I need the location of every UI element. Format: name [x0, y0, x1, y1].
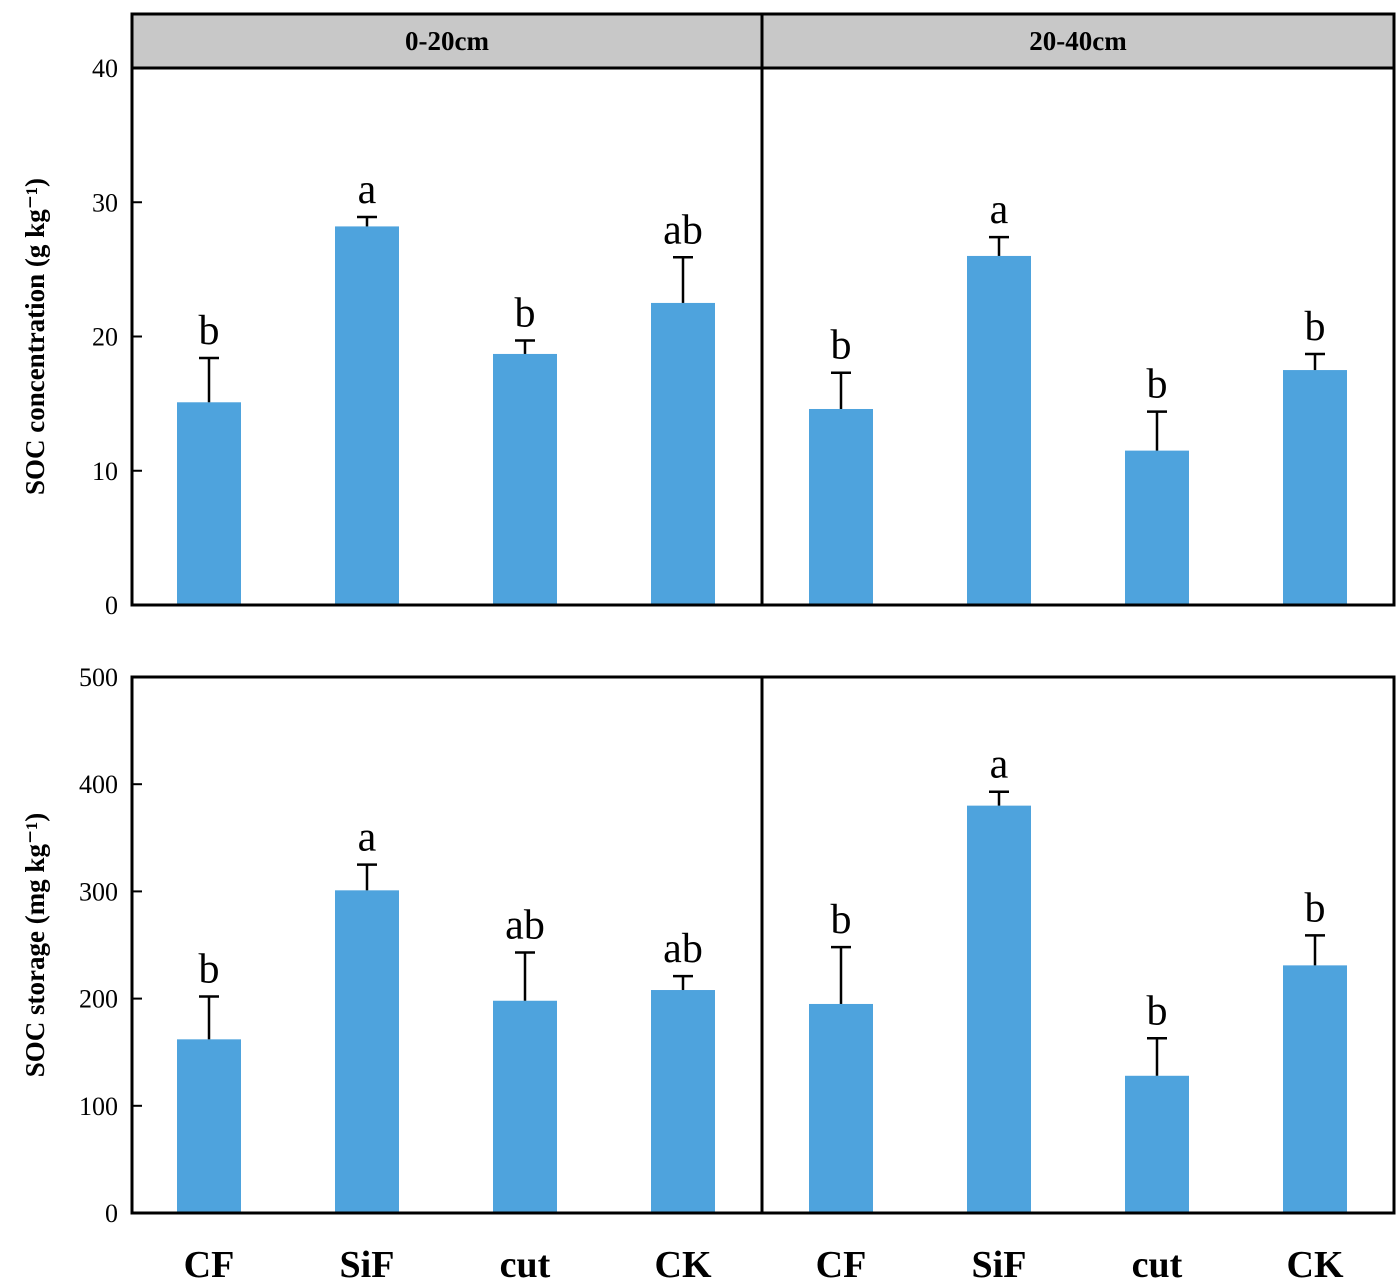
significance-letter: b — [1147, 988, 1168, 1034]
bar-20-40cm-cut — [1125, 1075, 1189, 1213]
x-tick-label-CK: CK — [655, 1244, 712, 1286]
bar-20-40cm-SiF — [967, 805, 1031, 1213]
significance-letter: ab — [663, 207, 703, 253]
significance-letter: b — [831, 323, 852, 369]
significance-letter: ab — [663, 926, 703, 972]
bar-0-20cm-SiF — [335, 226, 399, 606]
y-tick-label: 200 — [79, 985, 118, 1014]
y-axis-label: SOC storage (mg kg⁻¹) — [20, 813, 50, 1078]
significance-letter: b — [1305, 885, 1326, 931]
y-tick-label: 30 — [92, 188, 118, 217]
y-tick-label: 0 — [105, 591, 118, 620]
bar-0-20cm-CF — [177, 1039, 241, 1213]
significance-letter: b — [1147, 362, 1168, 408]
x-tick-label-CK: CK — [1287, 1244, 1344, 1286]
facet-label-20-40cm: 20-40cm — [1029, 26, 1127, 56]
y-tick-label: 40 — [92, 54, 118, 83]
x-tick-label-CF: CF — [184, 1244, 235, 1286]
y-tick-label: 500 — [79, 663, 118, 692]
bar-0-20cm-CK — [651, 302, 715, 605]
x-tick-label-SiF: SiF — [972, 1244, 1027, 1286]
significance-letter: b — [831, 897, 852, 943]
significance-letter: a — [358, 167, 377, 213]
bar-20-40cm-CF — [809, 408, 873, 605]
bar-20-40cm-cut — [1125, 450, 1189, 605]
y-tick-label: 100 — [79, 1092, 118, 1121]
bar-0-20cm-cut — [493, 353, 557, 605]
y-tick-label: 0 — [105, 1199, 118, 1228]
significance-letter: a — [358, 815, 377, 861]
bar-0-20cm-CK — [651, 990, 715, 1213]
significance-letter: b — [199, 308, 220, 354]
bar-0-20cm-SiF — [335, 890, 399, 1213]
x-tick-label-cut: cut — [500, 1244, 551, 1286]
bar-20-40cm-SiF — [967, 255, 1031, 605]
significance-letter: b — [515, 291, 536, 337]
bar-20-40cm-CF — [809, 1003, 873, 1213]
x-tick-label-cut: cut — [1132, 1244, 1183, 1286]
y-axis-label: SOC concentration (g kg⁻¹) — [20, 178, 50, 495]
x-tick-label-SiF: SiF — [340, 1244, 395, 1286]
significance-letter: b — [1305, 304, 1326, 350]
significance-letter: ab — [505, 903, 545, 949]
bar-20-40cm-CK — [1283, 965, 1347, 1213]
significance-letter: a — [990, 742, 1009, 788]
bar-0-20cm-cut — [493, 1000, 557, 1213]
facet-label-0-20cm: 0-20cm — [405, 26, 489, 56]
y-tick-label: 400 — [79, 770, 118, 799]
y-tick-label: 20 — [92, 323, 118, 352]
significance-letter: b — [199, 946, 220, 992]
y-tick-label: 10 — [92, 457, 118, 486]
significance-letter: a — [990, 187, 1009, 233]
y-tick-label: 300 — [79, 877, 118, 906]
bar-20-40cm-CK — [1283, 370, 1347, 605]
x-tick-label-CF: CF — [816, 1244, 867, 1286]
bar-0-20cm-CF — [177, 402, 241, 605]
